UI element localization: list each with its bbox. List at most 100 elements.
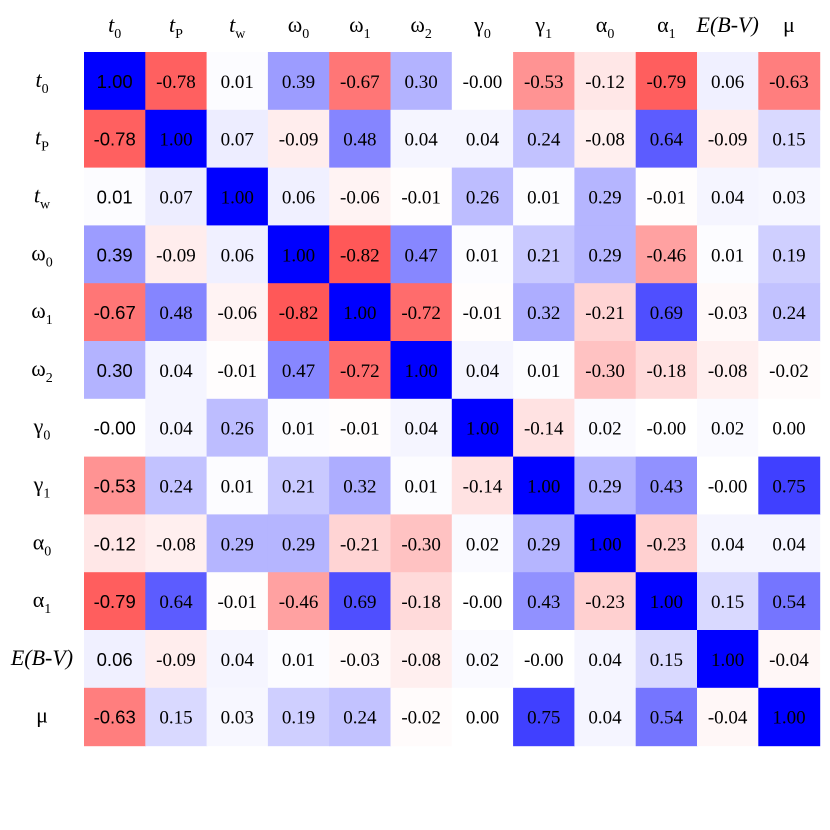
heatmap-cell-value: -0.08: [708, 361, 748, 382]
heatmap-cell-value: 0.02: [466, 534, 499, 555]
heatmap-cell-value: -0.23: [647, 534, 687, 555]
heatmap-cell: [697, 630, 759, 689]
heatmap-cell-value: 0.02: [466, 650, 499, 671]
heatmap-cell: [635, 109, 698, 169]
column-label-gamma-0: γ0: [473, 12, 491, 42]
heatmap-cell-value: 0.54: [772, 592, 806, 613]
column-labels: t0 tP tw ω0 ω1 ω2 γ0 γ1 α0 α1 E(B-V) μ: [108, 12, 795, 42]
cells-layer: [84, 52, 821, 747]
heatmap-cell: [267, 514, 330, 573]
heatmap-cell-value: -0.82: [279, 303, 319, 324]
heatmap-cell: [329, 225, 392, 284]
row-label-gamma-1: γ1: [33, 472, 51, 502]
heatmap-cell-value: -0.04: [769, 650, 809, 671]
heatmap-cell: [697, 283, 759, 342]
heatmap-cell-value: -0.30: [585, 361, 625, 382]
heatmap-cell-value: 0.39: [97, 244, 133, 265]
column-label-t-w: tw: [229, 12, 246, 42]
column-label-omega-2: ω2: [410, 12, 431, 42]
heatmap-cell: [635, 687, 698, 747]
heatmap-cell-value: 0.01: [97, 187, 133, 208]
heatmap-cell-value: -0.78: [94, 129, 136, 150]
heatmap-cell: [329, 398, 392, 458]
heatmap-cell: [206, 225, 269, 284]
heatmap-cell-value: -0.30: [401, 534, 441, 555]
heatmap-cell: [390, 514, 453, 573]
heatmap-cell-value: -0.00: [463, 72, 503, 93]
heatmap-cell: [574, 109, 637, 169]
heatmap-cell-value: 0.04: [466, 130, 500, 151]
heatmap-cell-value: 0.15: [650, 650, 683, 671]
heatmap-cell-value: -0.00: [463, 592, 503, 613]
heatmap-cell: [390, 687, 453, 747]
heatmap-cell-value: 0.30: [405, 72, 438, 93]
heatmap-cell: [451, 398, 514, 458]
heatmap-cell-value: 0.01: [282, 650, 315, 671]
heatmap-cell: [390, 225, 453, 284]
heatmap-cell-value: -0.08: [585, 130, 625, 151]
heatmap-cell: [758, 687, 821, 747]
heatmap-cell: [206, 514, 269, 573]
heatmap-cell: [329, 456, 392, 515]
heatmap-cell-value: -0.09: [156, 650, 196, 671]
heatmap-cell: [329, 52, 392, 111]
heatmap-cell-value: 0.06: [711, 72, 744, 93]
heatmap-cell: [635, 52, 698, 111]
heatmap-cell: [635, 630, 698, 689]
heatmap-cell: [697, 572, 759, 631]
heatmap-cell-value: -0.72: [340, 361, 380, 382]
heatmap-cell-value: -0.00: [524, 650, 564, 671]
heatmap-cell-value: -0.67: [94, 302, 136, 323]
heatmap-cell-value: 0.47: [405, 245, 438, 266]
column-label-omega-1: ω1: [349, 12, 370, 42]
heatmap-cell: [758, 398, 821, 458]
heatmap-cell-value: 1.00: [588, 534, 621, 555]
heatmap-cell-value: 0.24: [343, 708, 377, 729]
heatmap-cell-value: 0.01: [221, 477, 254, 498]
heatmap-cell-value: 0.64: [159, 592, 193, 613]
heatmap-cell: [451, 456, 514, 515]
heatmap-cell: [513, 167, 575, 226]
values-layer: 1.00 -0.78 0.01 0.39 -0.67 0.30 -0.00 -0.53 -0.1…: [94, 71, 810, 729]
heatmap-cell: [513, 52, 575, 111]
heatmap-cell: [758, 630, 821, 689]
row-label-alpha-1: α1: [33, 587, 52, 617]
heatmap-cell: [697, 456, 759, 515]
heatmap-cell-value: -0.06: [340, 188, 380, 209]
heatmap-cell-value: 0.32: [527, 303, 560, 324]
heatmap-cell-value: 0.04: [159, 361, 193, 382]
heatmap-cell-value: -0.46: [279, 592, 319, 613]
heatmap-cell: [451, 514, 514, 573]
heatmap-cell-value: 0.01: [527, 188, 560, 209]
heatmap-cell: [267, 225, 330, 284]
heatmap-cell: [574, 283, 637, 342]
heatmap-cell: [267, 572, 330, 631]
heatmap-cell: [758, 572, 821, 631]
heatmap-cell: [451, 630, 514, 689]
heatmap-cell: [206, 52, 269, 111]
heatmap-cell: [635, 283, 698, 342]
heatmap-cell-value: 0.07: [159, 188, 192, 209]
heatmap-cell: [513, 456, 575, 515]
heatmap-cell: [697, 687, 759, 747]
heatmap-cell-value: 0.01: [221, 72, 254, 93]
heatmap-cell-value: -0.46: [647, 245, 687, 266]
heatmap-cell: [574, 225, 637, 284]
heatmap-cell-value: 0.75: [772, 477, 805, 498]
heatmap-cell: [451, 52, 514, 111]
heatmap-cell-value: 0.75: [527, 708, 560, 729]
heatmap-cell: [84, 514, 146, 573]
row-label-t-p: tP: [35, 125, 49, 155]
heatmap-cell-value: 0.00: [466, 708, 499, 729]
heatmap-cell-value: -0.23: [585, 592, 625, 613]
heatmap-cell: [145, 687, 208, 747]
heatmap-cell: [390, 167, 453, 226]
heatmap-cell: [574, 52, 637, 111]
row-label-omega-1: ω1: [31, 298, 52, 328]
heatmap-cell-value: 1.00: [282, 245, 315, 266]
heatmap-cell: [635, 167, 698, 226]
heatmap-cell-value: 0.01: [282, 419, 315, 440]
heatmap-cell-value: 0.06: [282, 188, 315, 209]
heatmap-cell-value: -0.63: [94, 707, 136, 728]
